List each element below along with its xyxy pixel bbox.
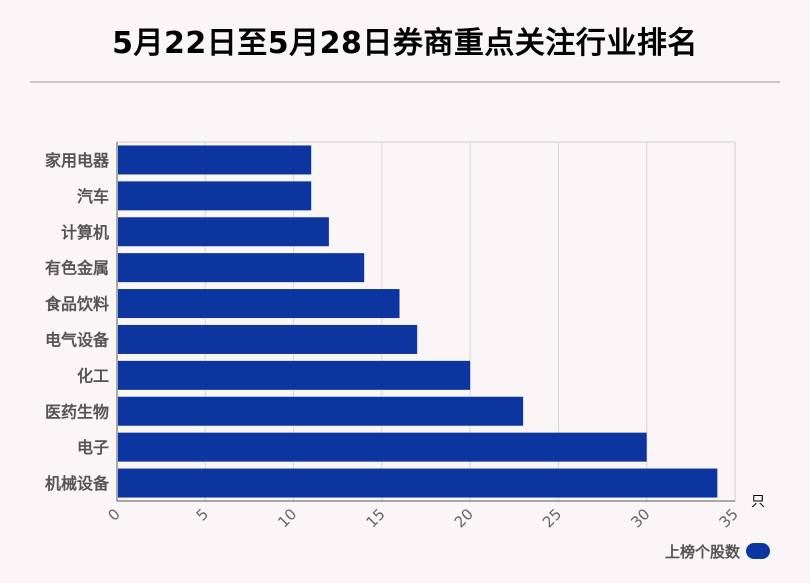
x-tick-label: 0: [104, 505, 123, 524]
bar: [118, 468, 718, 498]
legend-label: 上榜个股数: [664, 542, 740, 561]
x-tick-label: 15: [362, 505, 388, 531]
x-tick-label: 5: [193, 505, 212, 524]
x-tick-label: 25: [539, 505, 565, 531]
y-category-label: 医药生物: [45, 402, 109, 421]
bar: [118, 360, 471, 390]
y-category-label: 机械设备: [45, 474, 110, 493]
bar: [118, 289, 400, 319]
x-axis-unit: 只: [751, 494, 765, 510]
y-category-label: 电气设备: [45, 330, 110, 349]
bar: [118, 396, 524, 426]
legend[interactable]: 上榜个股数: [665, 540, 770, 562]
bar: [118, 217, 329, 247]
y-category-label: 化工: [77, 366, 109, 385]
chart-title: 5月22日至5月28日券商重点关注行业排名: [112, 26, 698, 61]
x-tick-label: 20: [451, 505, 477, 531]
y-category-label: 电子: [77, 438, 109, 457]
y-category-label: 食品饮料: [44, 295, 109, 314]
bar: [118, 253, 365, 283]
y-category-label: 汽车: [77, 187, 109, 206]
y-category-label: 计算机: [61, 223, 109, 242]
y-category-label: 有色金属: [45, 259, 109, 278]
y-category-label: 家用电器: [45, 151, 110, 170]
title-divider: [30, 81, 780, 83]
bar: [118, 324, 418, 354]
x-tick-label: 10: [274, 505, 300, 531]
x-tick-label: 30: [627, 505, 653, 531]
x-tick-label: 35: [716, 505, 742, 531]
legend-swatch: [746, 543, 770, 559]
bar: [118, 181, 312, 211]
bar: [118, 432, 647, 462]
bar: [118, 145, 312, 175]
